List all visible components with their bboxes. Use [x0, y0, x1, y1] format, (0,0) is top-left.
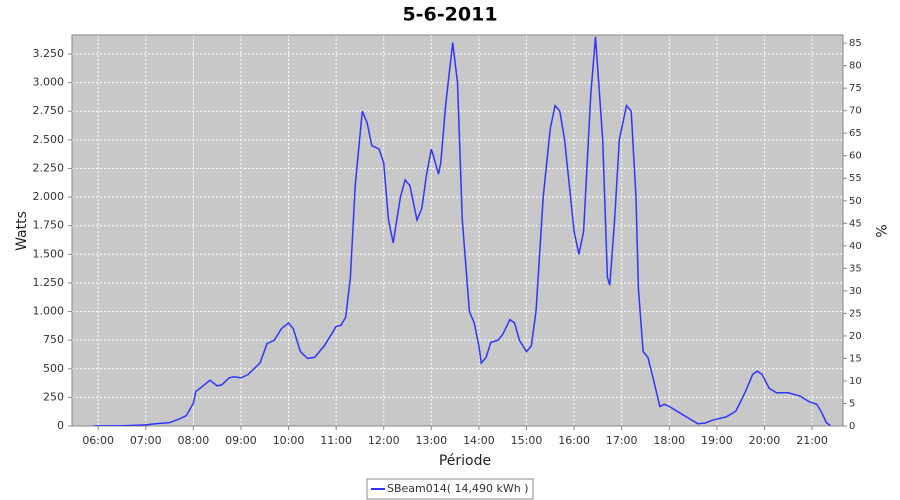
- x-tick-label: 20:00: [749, 434, 781, 447]
- y2-tick-label: 35: [849, 263, 862, 274]
- x-tick-label: 06:00: [82, 434, 114, 447]
- y-tick-label: 1.250: [33, 276, 65, 289]
- y2-tick-label: 45: [849, 218, 862, 229]
- series-line: [93, 36, 831, 426]
- y-tick-label: 2.500: [33, 133, 65, 146]
- y2-tick-label: 20: [849, 331, 862, 342]
- y2-tick-label: 75: [849, 83, 862, 94]
- y-tick-label: 750: [43, 333, 64, 346]
- y2-tick-label: 50: [849, 196, 862, 207]
- x-tick-label: 19:00: [701, 434, 733, 447]
- y2-tick-label: 85: [849, 38, 862, 49]
- y2-tick-label: 60: [849, 151, 862, 162]
- legend-box: [366, 478, 534, 500]
- y-tick-label: 2.250: [33, 161, 65, 174]
- x-axis-label: Période: [439, 453, 491, 469]
- x-tick-label: 15:00: [511, 434, 543, 447]
- y2-axis-label: %: [872, 224, 888, 237]
- x-tick-label: 21:00: [796, 434, 828, 447]
- x-tick-label: 10:00: [273, 434, 305, 447]
- y2-tick-label: 40: [849, 241, 862, 252]
- x-tick-label: 17:00: [606, 434, 638, 447]
- y2-tick-label: 30: [849, 286, 862, 297]
- x-tick-label: 12:00: [368, 434, 400, 447]
- y-tick-label: 1.500: [33, 247, 65, 260]
- chart-title: 5-6-2011: [402, 4, 497, 26]
- x-tick-label: 13:00: [415, 434, 447, 447]
- y2-tick-label: 70: [849, 106, 862, 117]
- x-tick-label: 08:00: [178, 434, 210, 447]
- y2-tick-label: 0: [849, 421, 855, 432]
- y-tick-label: 3.250: [33, 47, 65, 60]
- x-tick-label: 07:00: [130, 434, 162, 447]
- plot-border: [71, 34, 844, 427]
- y2-tick-label: 25: [849, 308, 862, 319]
- legend-label: SBeam014( 14,490 kWh ): [387, 482, 529, 495]
- x-tick-label: 09:00: [225, 434, 257, 447]
- y-tick-label: 1.750: [33, 219, 65, 232]
- y-tick-label: 2.750: [33, 104, 65, 117]
- y2-tick-label: 15: [849, 353, 862, 364]
- y-tick-label: 250: [43, 390, 64, 403]
- y2-tick-label: 65: [849, 128, 862, 139]
- y2-tick-label: 5: [849, 398, 855, 409]
- y-axis-label: Watts: [14, 211, 30, 251]
- y-tick-label: 500: [43, 362, 64, 375]
- y2-tick-label: 10: [849, 376, 862, 387]
- y-tick-label: 3.000: [33, 76, 65, 89]
- y-tick-label: 0: [57, 419, 64, 432]
- y-tick-label: 1.000: [33, 305, 65, 318]
- x-tick-label: 14:00: [463, 434, 495, 447]
- x-tick-label: 11:00: [320, 434, 352, 447]
- y-tick-label: 2.000: [33, 190, 65, 203]
- y2-tick-label: 80: [849, 61, 862, 72]
- y2-tick-label: 55: [849, 173, 862, 184]
- x-tick-label: 16:00: [558, 434, 590, 447]
- x-tick-label: 18:00: [653, 434, 685, 447]
